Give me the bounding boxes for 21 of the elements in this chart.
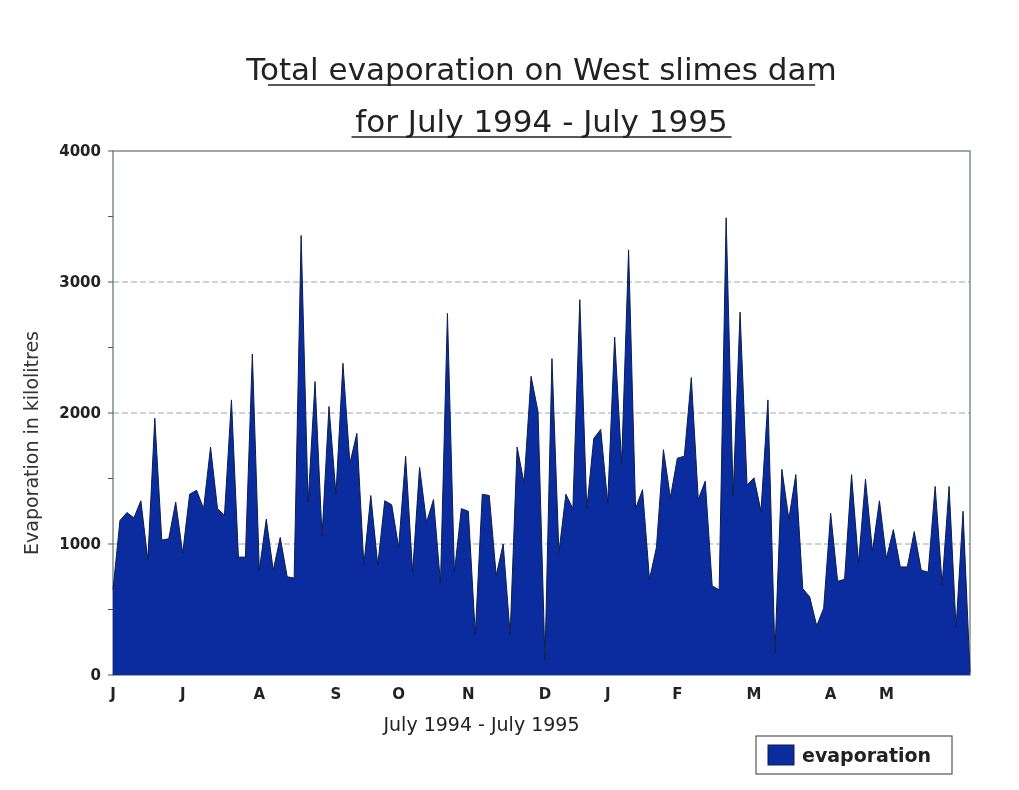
x-axis-title: July 1994 - July 1995 — [382, 713, 580, 735]
y-tick-label: 2000 — [59, 404, 101, 423]
x-tick-label: O — [392, 685, 406, 703]
x-tick-label: J — [178, 685, 186, 703]
x-tick-label: J — [603, 685, 611, 703]
x-tick-label: D — [538, 685, 552, 703]
y-axis-title: Evaporation in kilolitres — [20, 330, 42, 556]
x-tick-label: F — [672, 685, 683, 703]
x-tick-label: N — [462, 685, 475, 703]
x-tick-label: M — [878, 685, 894, 703]
x-tick-label: S — [330, 685, 342, 703]
x-tick-label: A — [824, 685, 837, 703]
y-tick-label: 3000 — [59, 273, 101, 292]
x-tick-label: J — [109, 685, 116, 703]
legend-label: evaporation — [802, 743, 932, 766]
x-tick-label: A — [253, 685, 266, 703]
x-tick-label: M — [746, 685, 762, 703]
y-tick-label: 4000 — [59, 142, 101, 161]
y-tick-label: 0 — [90, 666, 101, 685]
chart-title: Total evaporation on West slimes dam for July 1994 - July 1995 — [245, 51, 837, 139]
y-tick-label: 1000 — [59, 535, 101, 554]
